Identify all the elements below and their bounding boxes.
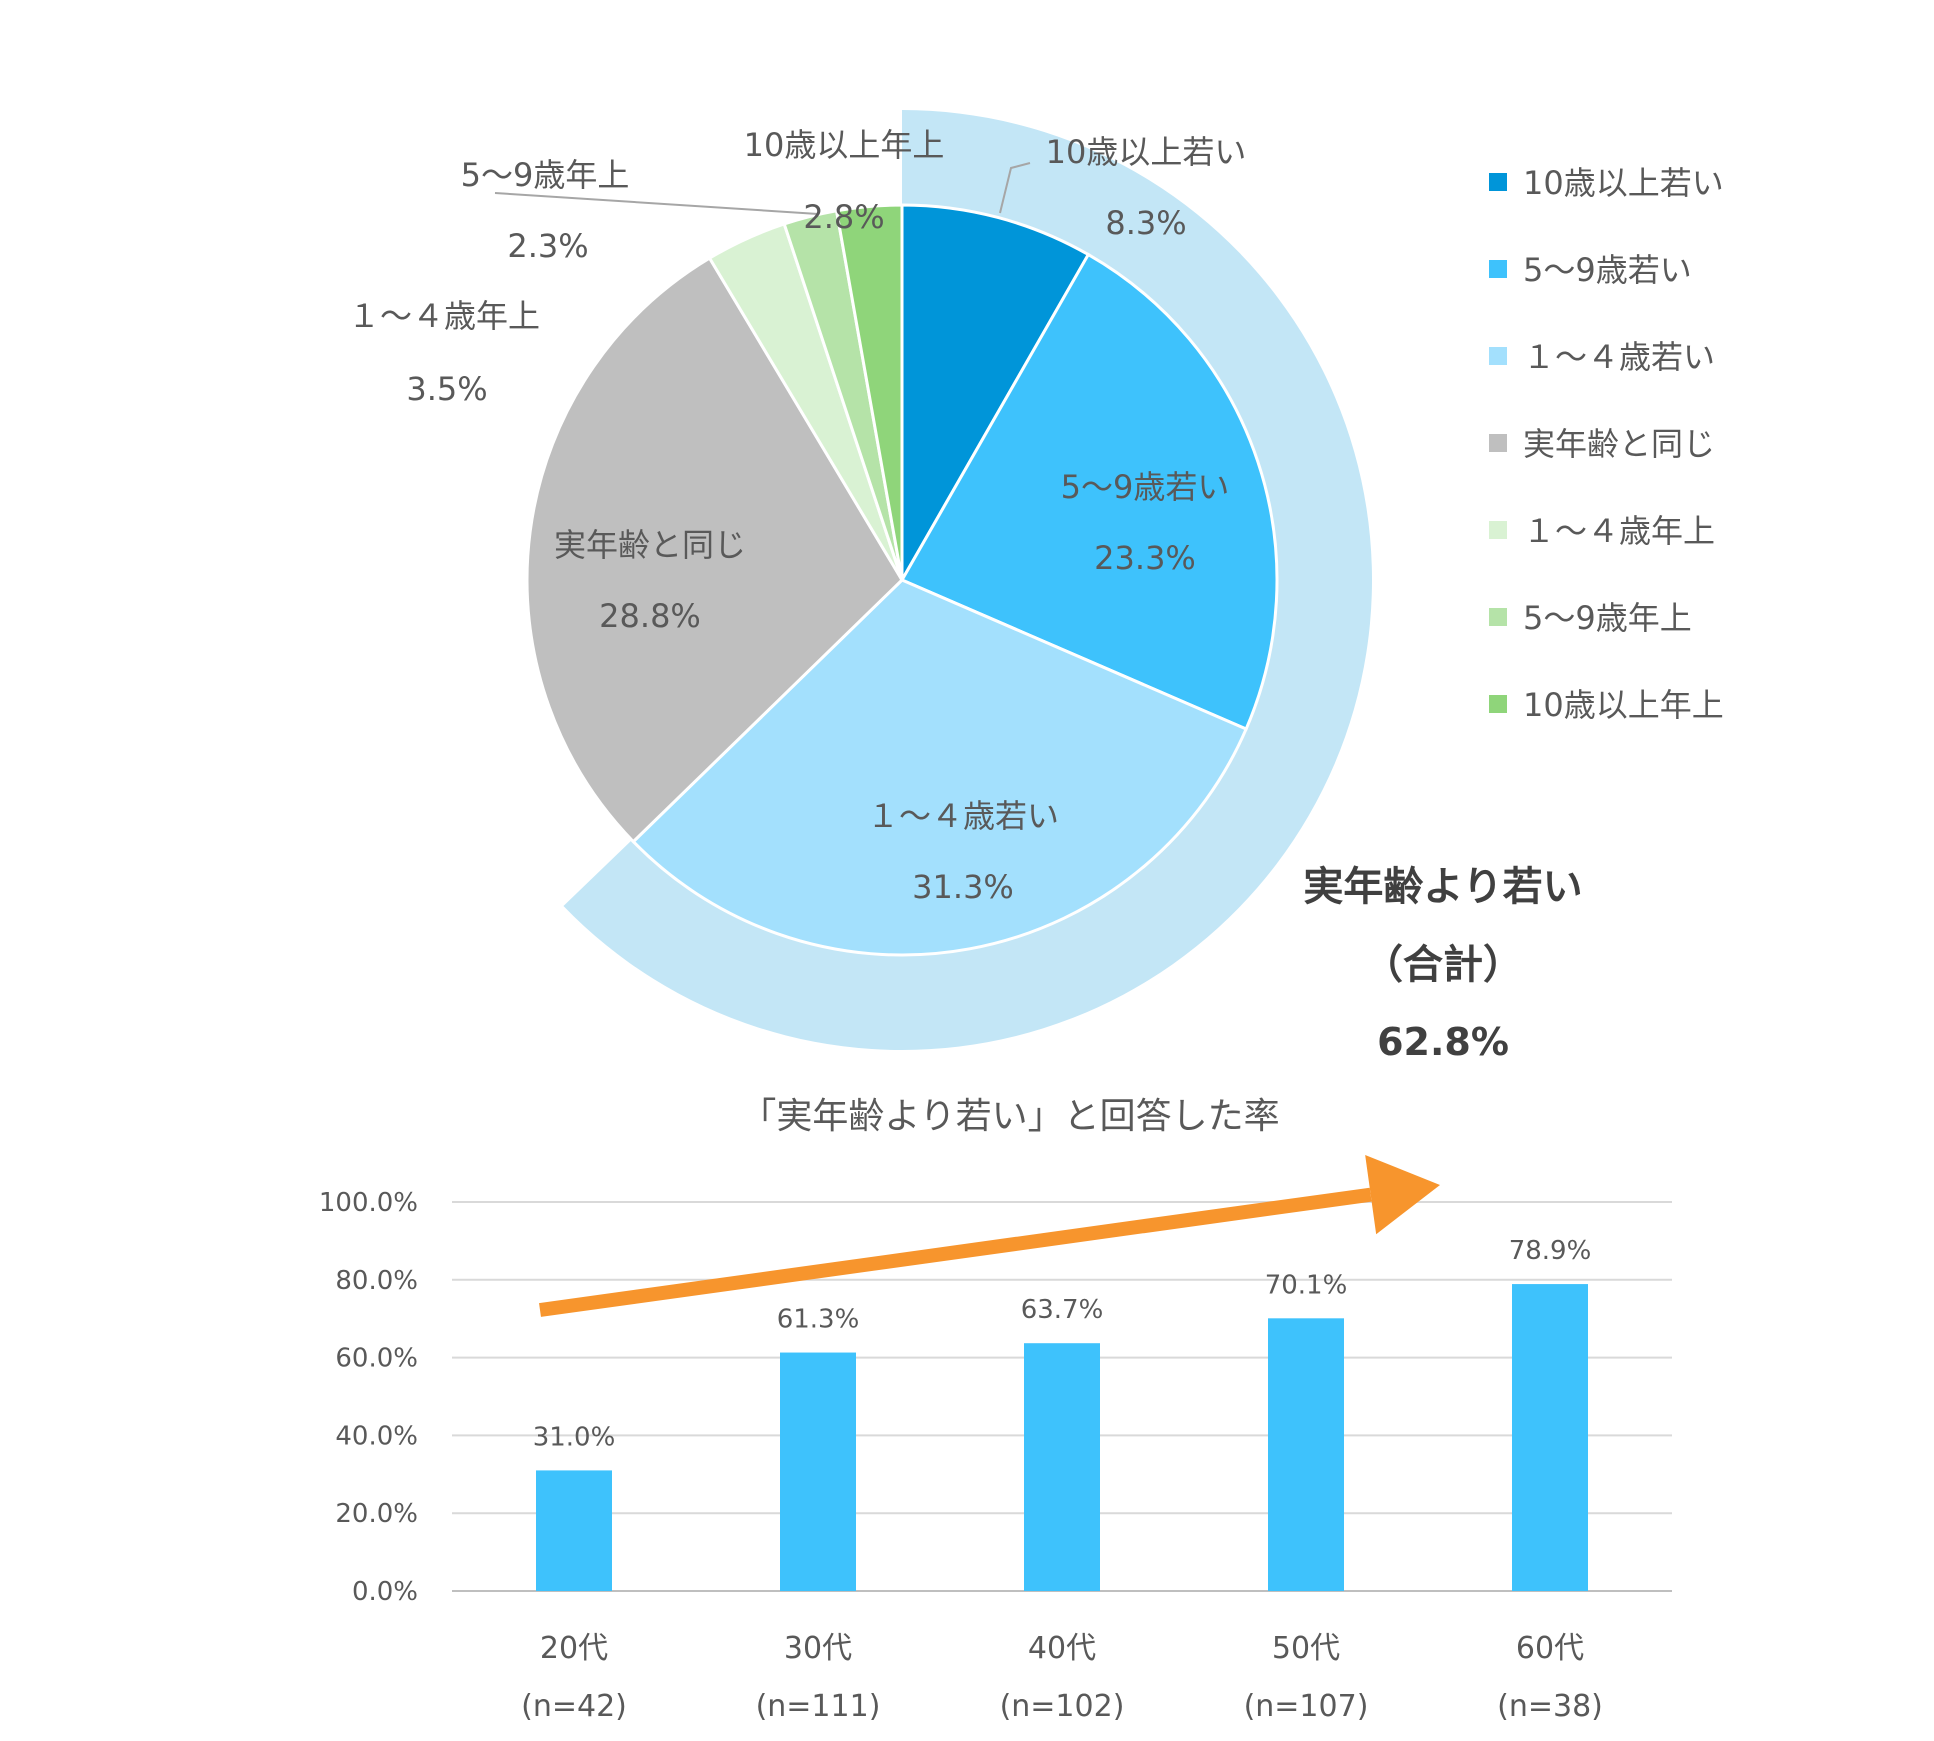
younger-total-annotation: 実年齢より若い （合計） 62.8%	[1303, 864, 1582, 1064]
pie-labels: 10歳以上若い 8.3% 5〜9歳若い 23.3% １〜４歳若い 31.3% 実年齢と同じ 2…	[348, 126, 1246, 906]
trend-arrow-shaft	[539, 1187, 1372, 1317]
x-sample-size-2: (n=111)	[756, 1689, 881, 1724]
pie-label-value-5: 3.5%	[406, 370, 487, 408]
legend-swatch-1	[1489, 173, 1507, 191]
legend-swatch-7	[1489, 695, 1507, 713]
pie-label-value-6: 2.3%	[507, 227, 588, 265]
pie-slice-4	[525, 256, 904, 844]
bar-chart-bars	[536, 1284, 1588, 1591]
y-tick-0: 0.0%	[352, 1577, 418, 1607]
bar-value-label-1: 31.0%	[533, 1422, 616, 1452]
x-sample-size-5: (n=38)	[1497, 1689, 1603, 1724]
bar-value-label-2: 61.3%	[777, 1305, 860, 1335]
leader-line-1	[999, 162, 1031, 214]
legend-label-3: １〜４歳若い	[1523, 338, 1715, 376]
trend-arrow-head	[1365, 1155, 1440, 1235]
pie-label-value-1: 8.3%	[1105, 204, 1186, 242]
pie-slice-3	[631, 578, 1249, 957]
y-tick-1: 20.0%	[335, 1499, 418, 1529]
pie-label-value-3: 31.3%	[912, 868, 1014, 906]
legend-label-1: 10歳以上若い	[1523, 164, 1724, 202]
legend-swatch-3	[1489, 347, 1507, 365]
pie-label-name-2: 5〜9歳若い	[1061, 468, 1230, 506]
bar-4	[1268, 1318, 1344, 1591]
pie-label-name-1: 10歳以上若い	[1046, 133, 1247, 171]
legend-label-4: 実年齢と同じ	[1523, 425, 1715, 463]
x-sample-size-1: (n=42)	[521, 1689, 627, 1724]
pie-label-name-4: 実年齢と同じ	[554, 526, 746, 564]
bar-value-label-3: 63.7%	[1021, 1295, 1104, 1325]
legend-label-7: 10歳以上年上	[1523, 686, 1724, 724]
leader-line-6	[494, 192, 819, 215]
pie-label-name-7: 10歳以上年上	[744, 126, 945, 164]
legend-swatch-4	[1489, 434, 1507, 452]
younger-total-title: 実年齢より若い	[1303, 864, 1582, 910]
y-tick-3: 60.0%	[335, 1344, 418, 1374]
legend-label-5: １〜４歳年上	[1523, 512, 1715, 550]
pie-leader-lines	[494, 162, 1031, 215]
bar-chart-value-labels: 31.0% 61.3% 63.7% 70.1% 78.9%	[533, 1236, 1592, 1452]
pie-chart	[525, 203, 1279, 957]
bar-chart-y-axis: 0.0% 20.0% 40.0% 60.0% 80.0% 100.0%	[319, 1188, 418, 1607]
younger-total-subtitle: （合計）	[1363, 942, 1523, 988]
bar-3	[1024, 1343, 1100, 1591]
younger-total-value: 62.8%	[1377, 1020, 1509, 1064]
legend-swatch-2	[1489, 260, 1507, 278]
pie-slice-7	[834, 203, 904, 581]
pie-label-value-2: 23.3%	[1094, 539, 1196, 577]
bar-5	[1512, 1284, 1588, 1591]
pie-label-value-4: 28.8%	[599, 597, 701, 635]
bar-value-label-5: 78.9%	[1509, 1236, 1592, 1266]
pie-slice-2	[899, 252, 1279, 732]
y-tick-5: 100.0%	[319, 1188, 418, 1218]
pie-slice-1	[900, 203, 1091, 586]
trend-arrow	[539, 1155, 1440, 1317]
pie-label-name-6: 5〜9歳年上	[461, 156, 630, 194]
x-category-1: 20代	[540, 1631, 608, 1666]
x-category-5: 60代	[1516, 1631, 1584, 1666]
y-tick-4: 80.0%	[335, 1266, 418, 1296]
bar-2	[780, 1352, 856, 1591]
bar-chart-x-axis: 20代 (n=42) 30代 (n=111) 40代 (n=102) 50代 (n=107) 6…	[521, 1631, 1603, 1724]
pie-label-value-7: 2.8%	[803, 198, 884, 236]
x-sample-size-4: (n=107)	[1244, 1689, 1369, 1724]
legend-swatch-5	[1489, 521, 1507, 539]
x-category-2: 30代	[784, 1631, 852, 1666]
legend-label-6: 5〜9歳年上	[1523, 599, 1692, 637]
x-category-3: 40代	[1028, 1631, 1096, 1666]
bar-value-label-4: 70.1%	[1265, 1270, 1348, 1300]
x-sample-size-3: (n=102)	[1000, 1689, 1125, 1724]
x-category-4: 50代	[1272, 1631, 1340, 1666]
bar-1	[536, 1470, 612, 1591]
bar-chart-title: 「実年齢より若い」と回答した率	[740, 1096, 1279, 1137]
legend-swatch-6	[1489, 608, 1507, 626]
pie-label-name-5: １〜４歳年上	[348, 297, 540, 335]
pie-label-name-3: １〜４歳若い	[867, 797, 1059, 835]
y-tick-2: 40.0%	[335, 1421, 418, 1451]
legend-label-2: 5〜9歳若い	[1523, 251, 1692, 289]
